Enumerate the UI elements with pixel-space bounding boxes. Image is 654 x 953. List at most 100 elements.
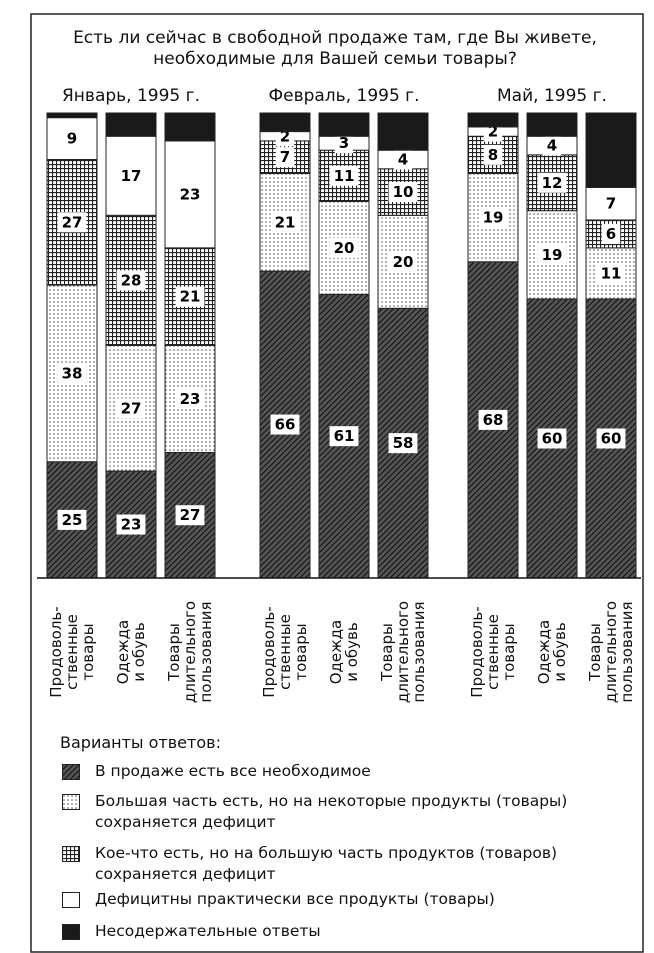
value-label-box xyxy=(329,237,359,258)
value-label: 27 xyxy=(62,213,83,231)
value-label: 58 xyxy=(393,434,414,452)
x-tick-label: Товары длительного пользования xyxy=(165,600,215,704)
frame xyxy=(30,13,644,953)
legend-swatch-box xyxy=(62,764,80,780)
bar-segment xyxy=(377,112,429,151)
legend-swatch xyxy=(62,892,80,908)
x-tick-label: Продоволь- ственные товары xyxy=(260,606,310,698)
x-tick-label: Одежда и обувь xyxy=(327,619,361,685)
x-tick-label: Продоволь- ственные товары xyxy=(468,606,518,698)
value-label: 8 xyxy=(488,146,498,164)
value-label-box xyxy=(601,223,621,244)
value-label-box xyxy=(596,263,626,284)
value-label: 17 xyxy=(121,167,142,185)
value-label: 38 xyxy=(62,364,83,382)
bar-segment xyxy=(259,112,311,133)
value-label-box xyxy=(57,212,87,233)
value-label-box xyxy=(116,514,146,535)
value-label-box xyxy=(175,184,205,205)
value-label: 11 xyxy=(601,264,622,282)
value-label: 28 xyxy=(121,271,142,289)
value-label: 19 xyxy=(542,246,563,264)
chart-title: Есть ли сейчас в свободной продаже там, … xyxy=(73,28,597,69)
x-tick-label: Одежда и обувь xyxy=(535,619,569,685)
legend-swatch-box xyxy=(62,924,80,940)
value-label: 23 xyxy=(180,390,201,408)
value-label: 60 xyxy=(601,430,622,448)
value-label: 2 xyxy=(280,127,290,145)
value-label-box xyxy=(175,286,205,307)
value-label-box xyxy=(57,363,87,384)
bar-segment xyxy=(46,284,98,463)
bar-segment xyxy=(164,112,216,142)
group-label: Май, 1995 г. xyxy=(497,86,607,106)
value-label-box xyxy=(542,135,562,156)
value-label: 11 xyxy=(334,167,355,185)
legend-label: Большая часть есть, но на некоторые прод… xyxy=(95,792,568,831)
legend-swatch-box xyxy=(62,892,80,908)
value-label: 66 xyxy=(275,416,296,434)
bar-segment xyxy=(526,112,578,137)
value-label-box xyxy=(388,251,418,272)
value-label: 61 xyxy=(334,427,355,445)
value-label-box xyxy=(393,149,413,170)
value-label: 4 xyxy=(547,137,557,155)
value-label: 27 xyxy=(121,399,142,417)
value-label: 68 xyxy=(483,411,504,429)
value-label: 60 xyxy=(542,430,563,448)
legend-swatch xyxy=(62,794,80,810)
value-label-box xyxy=(329,426,359,447)
legend-label: Кое-что есть, но на большую часть продук… xyxy=(95,844,558,883)
value-label: 6 xyxy=(606,225,616,243)
value-label-box xyxy=(537,244,567,265)
value-label: 7 xyxy=(280,148,290,166)
value-label-box xyxy=(388,182,418,203)
value-label-box xyxy=(62,128,82,149)
value-label: 4 xyxy=(398,151,408,169)
value-label-box xyxy=(329,165,359,186)
x-tick-label: Товары длительного пользования xyxy=(586,600,636,704)
value-label-box xyxy=(275,147,295,168)
value-label: 27 xyxy=(180,506,201,524)
value-label-box xyxy=(270,212,300,233)
legend-swatch xyxy=(62,764,80,780)
value-label-box xyxy=(334,133,354,154)
value-label-box xyxy=(116,165,146,186)
value-label-box xyxy=(388,433,418,454)
value-label-box xyxy=(175,505,205,526)
bar-segment xyxy=(585,112,637,188)
value-label: 25 xyxy=(62,511,83,529)
value-label: 7 xyxy=(606,195,616,213)
value-label-box xyxy=(478,207,508,228)
value-label-box xyxy=(537,428,567,449)
value-label: 10 xyxy=(393,183,414,201)
value-label-box xyxy=(175,388,205,409)
value-label: 3 xyxy=(339,134,349,152)
legend-label: В продаже есть все необходимое xyxy=(95,762,371,780)
legend-label: Дефицитны практически все продукты (това… xyxy=(95,890,495,908)
bar-segment xyxy=(105,112,157,137)
value-label: 23 xyxy=(180,185,201,203)
value-label-box xyxy=(483,144,503,165)
value-label: 12 xyxy=(542,174,563,192)
legend-label: Несодержательные ответы xyxy=(95,922,321,940)
value-label: 23 xyxy=(121,516,142,534)
value-label-box xyxy=(601,193,621,214)
bar-segment xyxy=(259,140,311,174)
bar-segment xyxy=(467,112,519,128)
value-label: 20 xyxy=(334,239,355,257)
value-label: 19 xyxy=(483,209,504,227)
value-label-box xyxy=(596,428,626,449)
bar-segment xyxy=(318,112,370,137)
x-tick-label: Одежда и обувь xyxy=(114,619,148,685)
value-label-box xyxy=(270,414,300,435)
value-label: 20 xyxy=(393,253,414,271)
x-tick-label: Товары длительного пользования xyxy=(378,600,428,704)
group-label: Январь, 1995 г. xyxy=(62,86,200,106)
value-label-box xyxy=(116,270,146,291)
legend-swatch xyxy=(62,924,80,940)
legend-swatch-box xyxy=(62,846,80,862)
value-label: 21 xyxy=(275,213,296,231)
value-label: 2 xyxy=(488,123,498,141)
